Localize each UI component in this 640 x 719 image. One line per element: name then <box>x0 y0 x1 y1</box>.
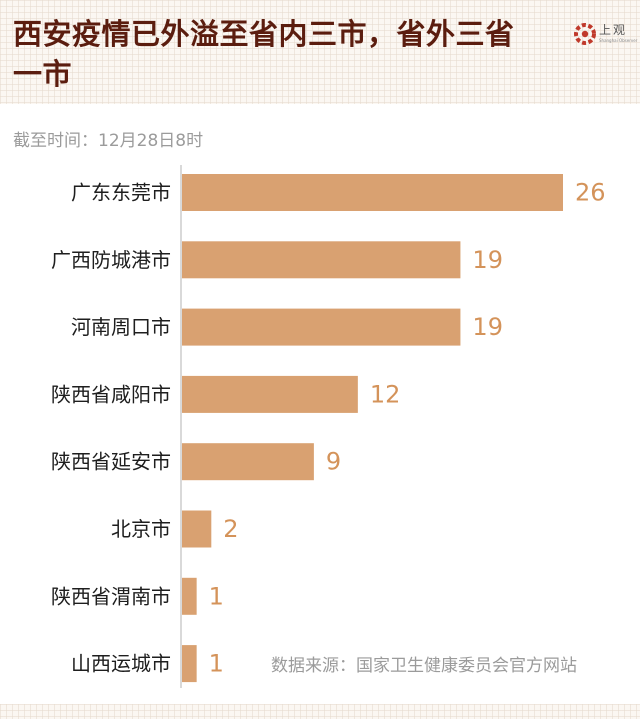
category-label: 山西运城市 <box>71 652 171 676</box>
category-label: 陕西省渭南市 <box>51 584 171 608</box>
logo-icon <box>574 23 596 45</box>
value-label: 19 <box>472 246 503 274</box>
category-label: 陕西省咸阳市 <box>51 382 171 406</box>
header-banner: 西安疫情已外溢至省内三市，省外三省一市 上观 Shanghai Observer <box>0 0 640 104</box>
bar <box>182 174 563 211</box>
chart-timestamp: 截至时间：12月28日8时 <box>13 131 204 151</box>
category-label: 广西防城港市 <box>51 248 171 272</box>
logo-subtitle: Shanghai Observer <box>599 38 638 43</box>
bar <box>182 443 314 481</box>
bar <box>182 577 197 615</box>
data-source-note: 数据来源：国家卫生健康委员会官方网站 <box>271 656 577 676</box>
bar <box>182 645 197 683</box>
footer-strip <box>0 704 640 719</box>
category-label: 广东东莞市 <box>71 181 171 205</box>
value-label: 1 <box>209 650 224 678</box>
value-label: 19 <box>472 313 503 341</box>
page-title: 西安疫情已外溢至省内三市，省外三省一市 <box>13 17 515 91</box>
value-label: 26 <box>575 179 606 207</box>
value-label: 1 <box>209 582 224 610</box>
bar <box>182 375 358 413</box>
brand-logo: 上观 Shanghai Observer <box>574 22 638 48</box>
category-label: 陕西省延安市 <box>51 450 171 474</box>
value-label: 2 <box>223 515 238 543</box>
category-label: 北京市 <box>111 517 171 541</box>
value-label: 9 <box>326 448 341 476</box>
bar <box>182 308 461 346</box>
logo-name: 上观 <box>599 23 628 37</box>
value-label: 12 <box>370 380 401 408</box>
bar <box>182 510 212 548</box>
category-label: 河南周口市 <box>71 315 171 339</box>
bar <box>182 241 461 279</box>
